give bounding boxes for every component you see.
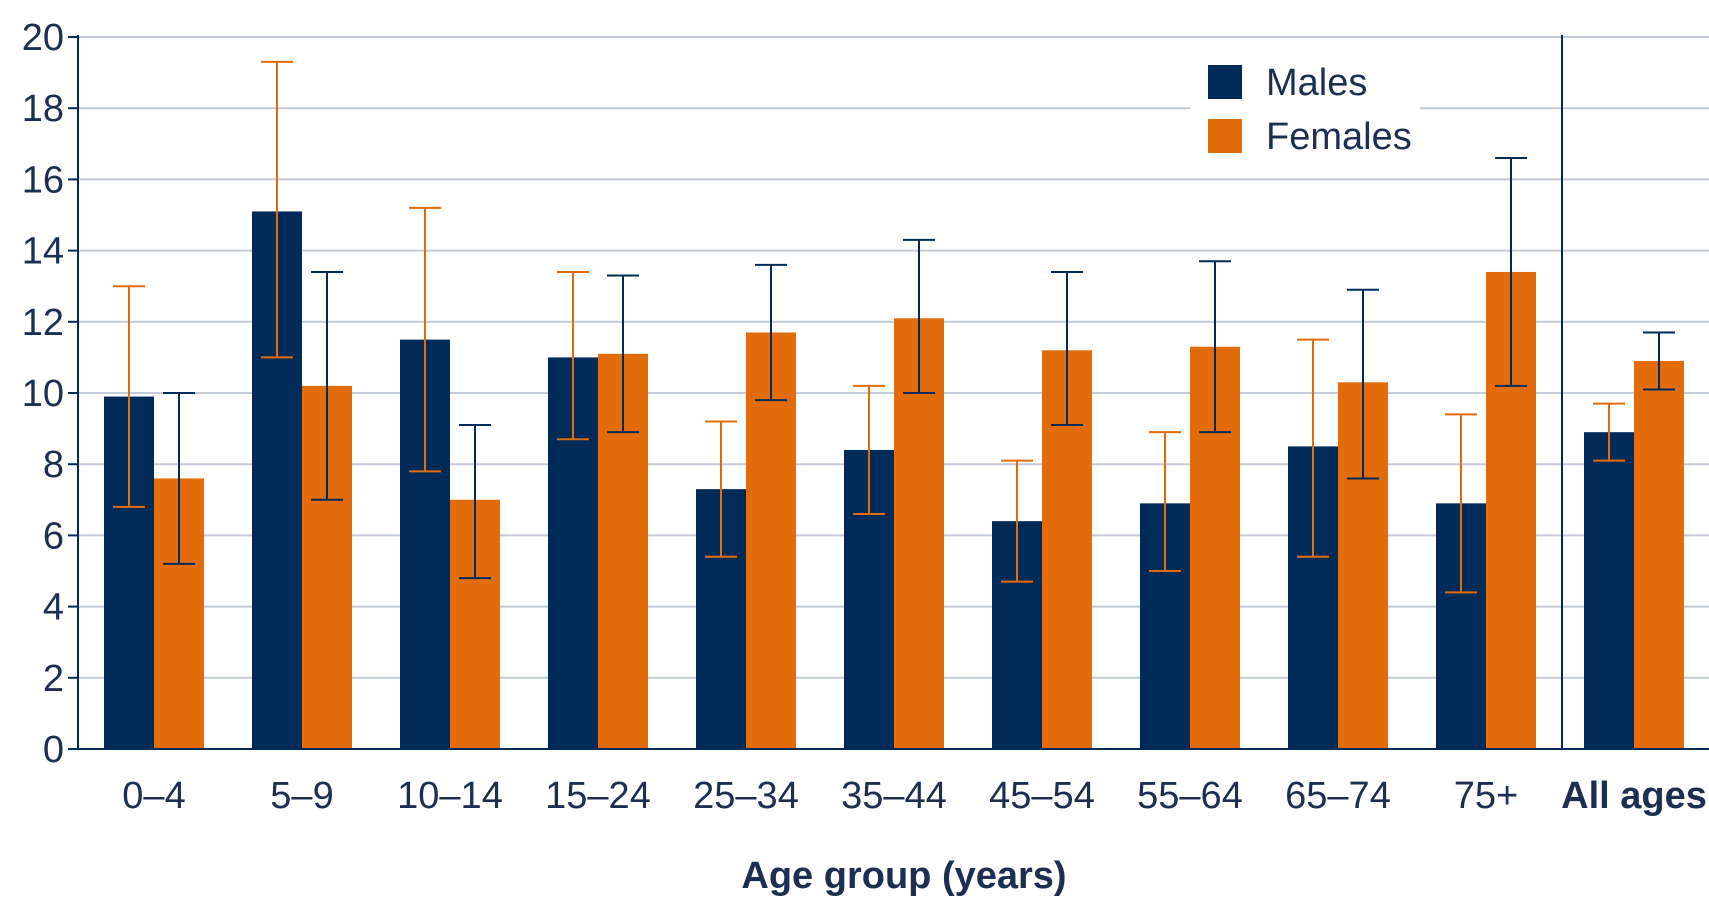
- y-tick-label: 12: [22, 302, 64, 344]
- x-tick-label: 0–4: [122, 775, 185, 817]
- legend: Males Females: [1190, 50, 1420, 160]
- legend-swatch-females: [1208, 119, 1242, 153]
- legend-label-males: Males: [1266, 62, 1367, 104]
- error-bar-males-10: [1593, 402, 1625, 462]
- error-bar-females-4: [755, 263, 787, 402]
- bar-males-10: [1584, 432, 1634, 749]
- x-axis-labels: 0–4 5–9 10–14 15–24 25–34 35–44 45–54 55–64 65–7…: [122, 775, 1707, 817]
- error-bar-females-0: [163, 392, 195, 565]
- x-tick-label: 25–34: [693, 775, 799, 817]
- legend-label-females: Females: [1266, 116, 1412, 158]
- error-bar-females-2: [459, 424, 491, 580]
- x-axis-title: Age group (years): [741, 855, 1066, 897]
- bars: [104, 211, 1684, 749]
- error-bar-males-9: [1445, 413, 1477, 594]
- x-tick-label: 10–14: [397, 775, 503, 817]
- y-tick-label: 14: [22, 231, 64, 273]
- x-tick-label: 35–44: [841, 775, 947, 817]
- bar-females-4: [746, 332, 796, 749]
- error-bar-females-10: [1643, 331, 1675, 391]
- bar-females-10: [1634, 360, 1684, 749]
- x-tick-label: All ages: [1561, 775, 1707, 817]
- error-bar-females-5: [903, 238, 935, 394]
- error-bar-males-5: [853, 384, 885, 516]
- y-tick-label: 2: [43, 658, 64, 700]
- error-bar-females-8: [1347, 288, 1379, 480]
- y-tick-label: 16: [22, 159, 64, 201]
- error-bar-females-3: [607, 274, 639, 434]
- error-bar-males-3: [557, 270, 589, 441]
- legend-swatch-males: [1208, 65, 1242, 99]
- y-tick-label: 8: [43, 444, 64, 486]
- x-tick-label: 75+: [1454, 775, 1518, 817]
- x-tick-label: 45–54: [989, 775, 1095, 817]
- error-bar-males-2: [409, 206, 441, 473]
- x-tick-label: 65–74: [1285, 775, 1391, 817]
- y-tick-label: 4: [43, 587, 64, 629]
- y-axis-ticks: 0 2 4 6 8 10 12 14 16 18 20: [22, 17, 78, 771]
- y-tick-label: 0: [43, 729, 64, 771]
- error-bar-females-7: [1199, 260, 1231, 434]
- y-tick-label: 18: [22, 88, 64, 130]
- x-tick-label: 5–9: [270, 775, 333, 817]
- error-bar-males-6: [1001, 459, 1033, 583]
- error-bars: [113, 60, 1675, 594]
- error-bar-males-1: [261, 60, 293, 359]
- y-tick-label: 10: [22, 373, 64, 415]
- y-tick-label: 20: [22, 17, 64, 59]
- error-bar-females-1: [311, 270, 343, 501]
- error-bar-males-0: [113, 285, 145, 508]
- error-bar-males-7: [1149, 431, 1181, 572]
- x-tick-label: 15–24: [545, 775, 651, 817]
- x-tick-label: 55–64: [1137, 775, 1243, 817]
- error-bar-females-6: [1051, 270, 1083, 427]
- y-tick-label: 6: [43, 515, 64, 557]
- error-bar-males-4: [705, 420, 737, 558]
- error-bar-females-9: [1495, 157, 1527, 387]
- error-bar-males-8: [1297, 338, 1329, 558]
